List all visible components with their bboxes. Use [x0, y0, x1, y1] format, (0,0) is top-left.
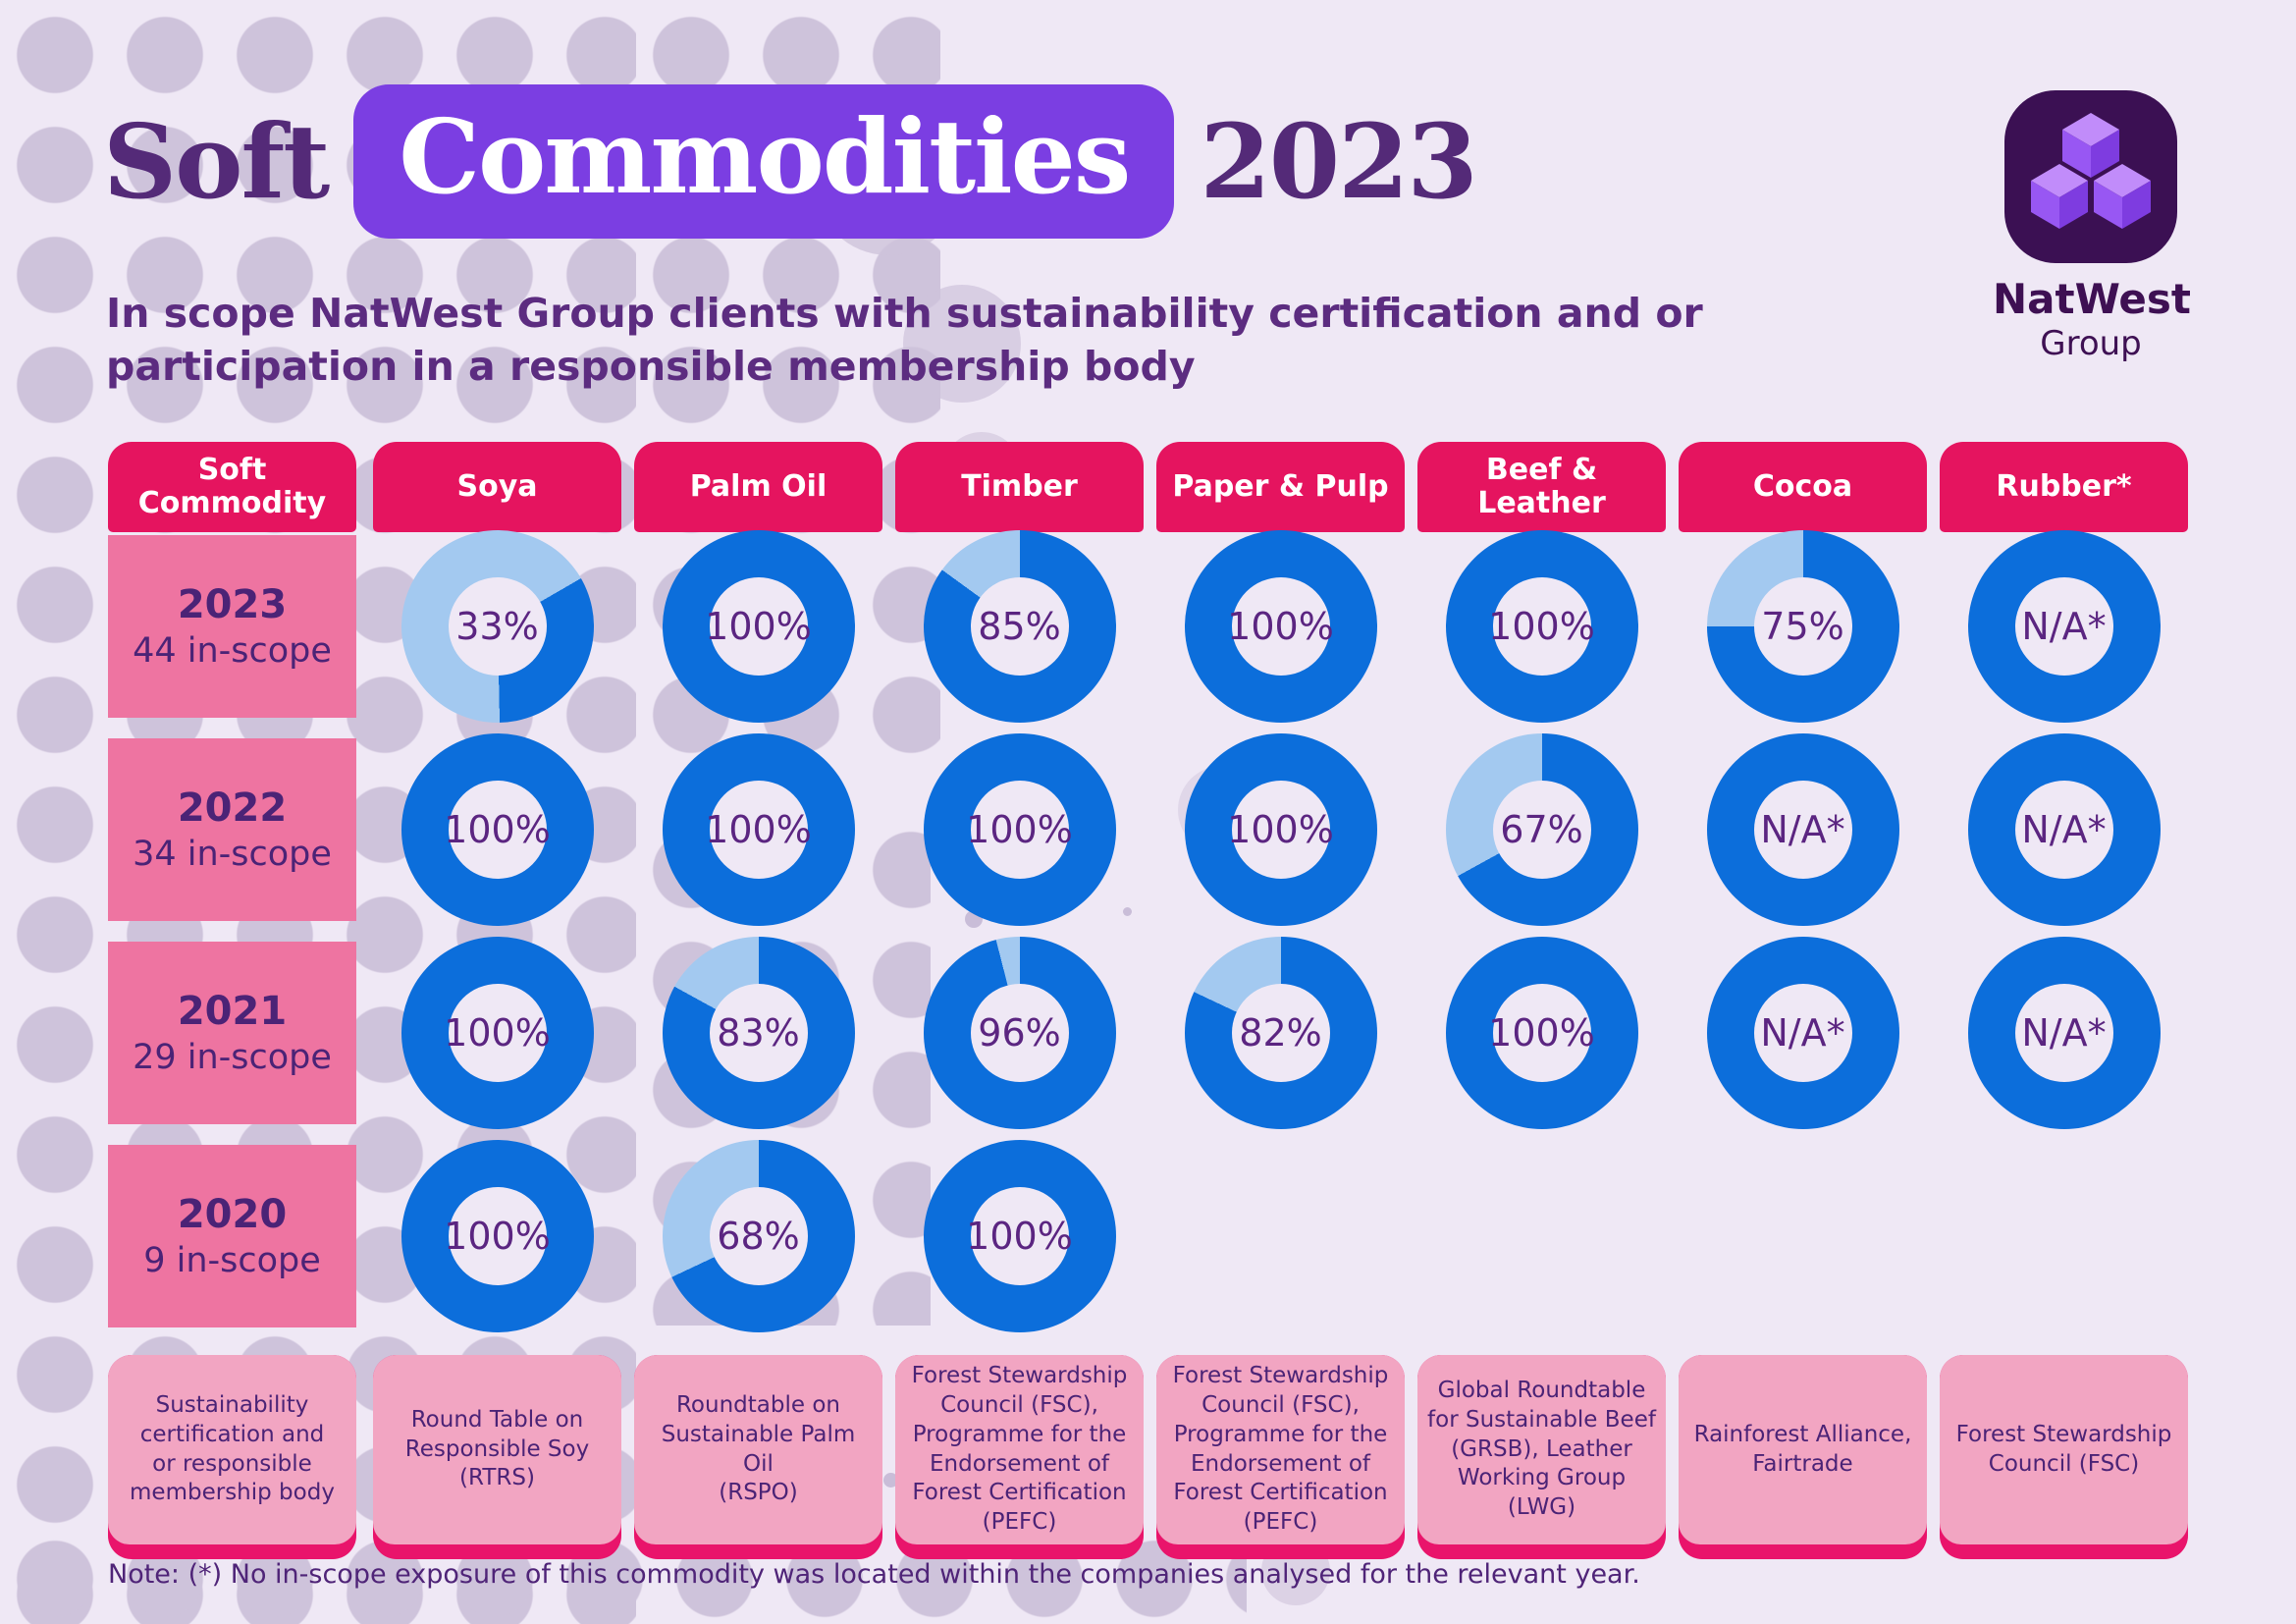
donut-palm-oil-2021: 83% [662, 937, 855, 1129]
donut-rubber-2021: N/A* [1967, 937, 2161, 1129]
title-commodities-highlight: Commodities [353, 84, 1175, 239]
row-label-2023: 2023 44 in-scope [108, 535, 356, 718]
donut-value: 100% [1488, 605, 1595, 648]
subtitle-line-1: In scope NatWest Group clients with sust… [106, 290, 1703, 337]
cert-box-cocoa: Rainforest Alliance, Fairtrade [1679, 1355, 1927, 1559]
donut-timber-2023: 85% [923, 530, 1116, 723]
cert-box-rubber: Forest Stewardship Council (FSC) [1940, 1355, 2188, 1559]
header-rubber: Rubber* [1940, 442, 2188, 532]
donut-value: N/A* [2021, 1011, 2107, 1055]
cert-box-soya: Round Table on Responsible Soy (RTRS) [373, 1355, 621, 1559]
donut-palm-oil-2023: 100% [662, 530, 855, 723]
header-timber: Timber [895, 442, 1144, 532]
donut-timber-2020: 100% [923, 1140, 1116, 1332]
page-title: Soft Commodities 2023 [103, 84, 1478, 239]
cert-box-timber: Forest Stewardship Council (FSC), Progra… [895, 1355, 1144, 1559]
donut-value: N/A* [2021, 808, 2107, 851]
logo-brand-text: NatWest [1993, 275, 2191, 323]
row-label-2021: 2021 29 in-scope [108, 942, 356, 1124]
subtitle-line-2: participation in a responsible membershi… [106, 343, 1196, 391]
donut-paper-pulp-2021: 82% [1184, 937, 1377, 1129]
donut-rubber-2022: N/A* [1967, 733, 2161, 926]
donut-value: N/A* [1760, 1011, 1845, 1055]
donut-palm-oil-2020: 68% [662, 1140, 855, 1332]
donut-value: N/A* [1760, 808, 1845, 851]
donut-cocoa-2023: 75% [1706, 530, 1899, 723]
donut-soya-2022: 100% [400, 733, 594, 926]
donut-soya-2021: 100% [400, 937, 594, 1129]
title-soft: Soft [103, 101, 330, 222]
logo-sub-text: Group [2040, 324, 2142, 363]
subtitle: In scope NatWest Group clients with sust… [106, 287, 1893, 393]
donut-value: 100% [705, 605, 812, 648]
donut-value: 33% [455, 605, 539, 648]
donut-paper-pulp-2022: 100% [1184, 733, 1377, 926]
donut-value: 100% [1227, 605, 1334, 648]
donut-value: 100% [966, 1215, 1073, 1258]
cubes-icon [2031, 113, 2151, 229]
donut-value: 68% [717, 1215, 800, 1258]
donut-value: 83% [717, 1011, 800, 1055]
donut-beef-leather-2022: 67% [1445, 733, 1638, 926]
header-paper-pulp: Paper & Pulp [1156, 442, 1405, 532]
donut-value: 67% [1500, 808, 1583, 851]
header-soya: Soya [373, 442, 621, 532]
header-soft-commodity: Soft Commodity [108, 442, 356, 532]
donut-beef-leather-2023: 100% [1445, 530, 1638, 723]
natwest-cubes-icon [2004, 90, 2177, 263]
donut-rubber-2023: N/A* [1967, 530, 2161, 723]
footnote: Note: (*) No in-scope exposure of this c… [108, 1559, 1640, 1590]
donut-timber-2021: 96% [923, 937, 1116, 1129]
donut-value: 96% [978, 1011, 1061, 1055]
donut-value: 100% [966, 808, 1073, 851]
row-label-2022: 2022 34 in-scope [108, 738, 356, 921]
donut-value: 100% [705, 808, 812, 851]
natwest-logo: NatWest Group [1993, 90, 2191, 363]
header-cocoa: Cocoa [1679, 442, 1927, 532]
donut-cocoa-2022: N/A* [1706, 733, 1899, 926]
cert-box-beef-leather: Global Roundtable for Sustainable Beef (… [1417, 1355, 1666, 1559]
donut-beef-leather-2021: 100% [1445, 937, 1638, 1129]
donut-value: 82% [1239, 1011, 1322, 1055]
header-beef-leather: Beef & Leather [1417, 442, 1666, 532]
donut-paper-pulp-2023: 100% [1184, 530, 1377, 723]
cert-box-paper-pulp: Forest Stewardship Council (FSC), Progra… [1156, 1355, 1405, 1559]
donut-value: 100% [444, 1215, 551, 1258]
row-label-2020: 2020 9 in-scope [108, 1145, 356, 1327]
donut-value: 85% [978, 605, 1061, 648]
donut-soya-2023: 33% [400, 530, 594, 723]
donut-value: 100% [444, 1011, 551, 1055]
header-palm-oil: Palm Oil [634, 442, 882, 532]
donut-value: N/A* [2021, 605, 2107, 648]
title-year: 2023 [1200, 101, 1477, 222]
donut-value: 100% [1227, 808, 1334, 851]
donut-value: 100% [1488, 1011, 1595, 1055]
cert-box-soft-commodity: Sustainability certification and or resp… [108, 1355, 356, 1559]
donut-timber-2022: 100% [923, 733, 1116, 926]
donut-cocoa-2021: N/A* [1706, 937, 1899, 1129]
cert-box-palm-oil: Roundtable on Sustainable Palm Oil (RSPO… [634, 1355, 882, 1559]
donut-value: 75% [1761, 605, 1844, 648]
donut-value: 100% [444, 808, 551, 851]
donut-palm-oil-2022: 100% [662, 733, 855, 926]
donut-soya-2020: 100% [400, 1140, 594, 1332]
